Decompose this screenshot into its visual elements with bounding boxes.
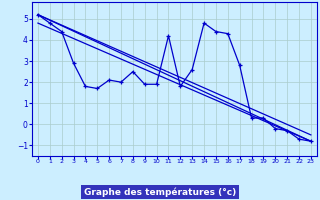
Text: Graphe des températures (°c): Graphe des températures (°c): [84, 187, 236, 197]
